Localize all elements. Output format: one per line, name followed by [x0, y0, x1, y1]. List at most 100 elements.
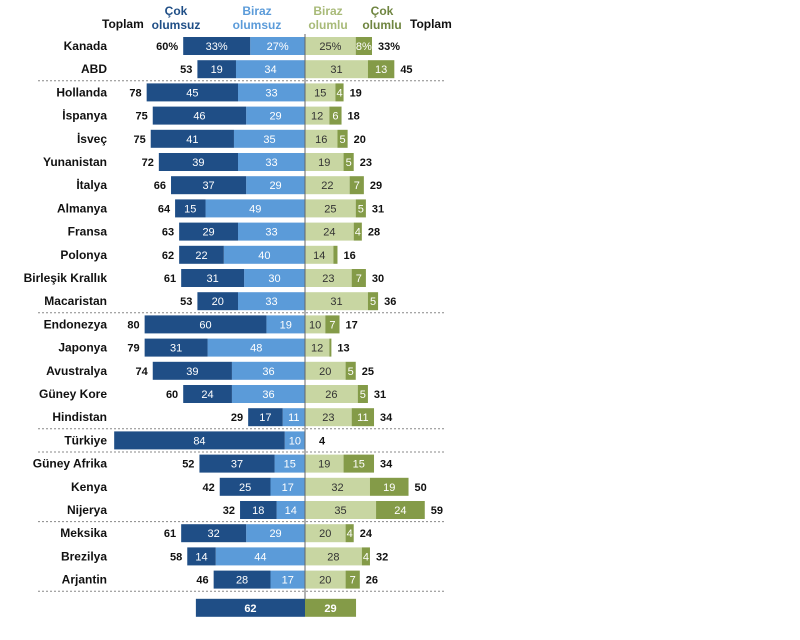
- bar-very-negative-label: 39: [186, 366, 198, 378]
- chart-row: Endonezya 19 60 10 7 80 17: [44, 315, 358, 334]
- header-somewhat-negative-line2: olumsuz: [233, 18, 282, 32]
- bar-somewhat-positive-label: 31: [330, 64, 342, 76]
- bar-somewhat-positive-label: 12: [311, 343, 323, 355]
- total-negative: 42: [202, 482, 214, 494]
- bar-very-positive-label: 5: [360, 389, 366, 401]
- country-label: Birleşik Krallık: [24, 271, 108, 285]
- bar-somewhat-negative: [207, 338, 305, 357]
- total-positive: 31: [372, 203, 384, 215]
- bar-very-negative: [146, 83, 239, 102]
- chart-row: Hindistan 11 17 23 11 29 34: [52, 408, 393, 427]
- total-positive: 50: [415, 482, 427, 494]
- header-total-left: Toplam: [102, 17, 144, 31]
- chart-row: Kenya 17 25 32 19 42 50: [71, 477, 427, 496]
- header-very-negative-line1: Çok: [165, 4, 188, 18]
- bar-very-positive: [357, 385, 368, 403]
- bar-very-negative-label: 37: [231, 459, 243, 471]
- bar-somewhat-negative-label: 14: [285, 505, 297, 517]
- bar-very-positive: [353, 222, 362, 241]
- bar-somewhat-negative-label: 36: [262, 366, 274, 378]
- country-label: Hollanda: [56, 85, 107, 99]
- bar-very-positive: [355, 37, 372, 55]
- total-positive: 20: [354, 134, 366, 146]
- chart-row: Kanada 27% 33% 25% 8% 60% 33%: [64, 37, 400, 55]
- total-positive: 4: [319, 435, 326, 447]
- total-positive: 45: [400, 64, 412, 76]
- bar-very-negative-label: 45: [186, 87, 198, 99]
- bar-very-negative-label: 60: [199, 319, 211, 331]
- chart-row: Birleşik Krallık 30 31 23 7 61 30: [24, 269, 384, 287]
- bar-somewhat-negative: [246, 524, 305, 543]
- bar-very-negative: [213, 570, 271, 589]
- header-somewhat-positive-line1: Biraz: [313, 4, 342, 18]
- bar-somewhat-negative: [215, 547, 305, 566]
- country-label: Arjantin: [62, 573, 107, 587]
- bar-very-negative: [219, 477, 271, 496]
- bar-very-negative-label: 39: [192, 157, 204, 169]
- bar-very-positive-label: 19: [383, 482, 395, 494]
- total-positive: 32: [376, 551, 388, 563]
- bar-somewhat-negative: [235, 60, 305, 79]
- bar-somewhat-positive-label: 20: [319, 528, 331, 540]
- bar-very-negative-label: 17: [259, 412, 271, 424]
- bar-somewhat-negative-label: 10: [289, 435, 301, 447]
- bar-very-positive-label: 5: [348, 366, 354, 378]
- bar-somewhat-negative: [282, 408, 305, 427]
- bar-somewhat-negative-label: 19: [280, 319, 292, 331]
- bar-very-negative: [179, 222, 239, 241]
- bar-somewhat-positive: [305, 315, 326, 334]
- bar-very-negative-label: 84: [193, 435, 205, 447]
- summary-negative-bar: [195, 598, 305, 617]
- bar-very-negative: [183, 385, 232, 403]
- bar-somewhat-negative: [274, 454, 305, 473]
- total-positive: 26: [366, 575, 378, 587]
- chart-row: İsveç 35 41 16 5 75 20: [77, 129, 366, 148]
- bar-very-negative: [197, 292, 239, 311]
- bar-somewhat-positive: [305, 454, 344, 473]
- total-positive: 16: [343, 250, 355, 262]
- total-positive: 23: [360, 157, 372, 169]
- bar-very-negative: [183, 37, 251, 55]
- bar-very-negative: [248, 408, 283, 427]
- bar-somewhat-negative-label: 33: [265, 227, 277, 239]
- bar-somewhat-negative-label: 36: [262, 389, 274, 401]
- total-positive: 36: [384, 296, 396, 308]
- bar-somewhat-positive: [305, 37, 356, 55]
- bar-somewhat-positive: [305, 245, 334, 264]
- bar-very-negative-label: 28: [236, 575, 248, 587]
- chart-row: İtalya 29 37 22 7 66 29: [76, 176, 382, 195]
- bar-very-negative-label: 15: [184, 203, 196, 215]
- total-positive: 34: [380, 412, 393, 424]
- summary-positive-bar-label: 29: [324, 603, 336, 615]
- header-total-right: Toplam: [410, 17, 452, 31]
- bar-very-negative-label: 24: [201, 389, 213, 401]
- bar-very-negative-label: 22: [195, 250, 207, 262]
- bar-somewhat-positive-label: 24: [323, 227, 335, 239]
- bar-very-negative: [181, 269, 245, 287]
- bar-somewhat-positive: [305, 292, 368, 311]
- bar-somewhat-positive: [305, 477, 370, 496]
- bar-somewhat-positive: [305, 176, 350, 195]
- chart-row: Hollanda 33 45 15 4 78 19: [56, 83, 362, 102]
- total-negative: 66: [154, 180, 166, 192]
- bar-very-negative-label: 31: [170, 343, 182, 355]
- bar-somewhat-negative-label: 15: [284, 459, 296, 471]
- bar-very-positive-label: 8%: [356, 41, 372, 53]
- total-positive: 31: [374, 389, 386, 401]
- total-negative: 61: [164, 528, 176, 540]
- bar-very-positive-label: 5: [339, 134, 345, 146]
- bar-somewhat-positive-label: 26: [325, 389, 337, 401]
- summary-positive-bar: [305, 598, 357, 617]
- bar-somewhat-negative-label: 40: [258, 250, 270, 262]
- bar-very-positive: [361, 547, 370, 566]
- bar-somewhat-negative: [284, 431, 305, 450]
- bar-somewhat-positive-label: 25: [324, 203, 336, 215]
- bar-very-negative-label: 33%: [206, 41, 228, 53]
- bar-somewhat-negative: [250, 37, 305, 55]
- bar-very-positive-label: 15: [353, 459, 365, 471]
- bar-very-positive: [369, 477, 409, 496]
- bar-very-negative: [181, 524, 247, 543]
- total-negative: 32: [223, 505, 235, 517]
- bar-very-positive-label: 4: [355, 227, 361, 239]
- country-label: Hindistan: [52, 410, 107, 424]
